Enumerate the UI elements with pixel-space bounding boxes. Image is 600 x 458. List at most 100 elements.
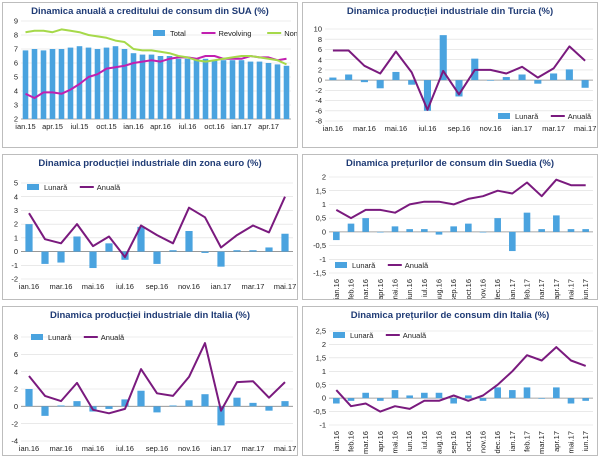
bar — [201, 394, 209, 407]
x-tick-label: ian.16 — [123, 122, 143, 131]
italy-ip-chart: -4 -2 0 2 4 6 8 ian.16 mar.16 mai.16 iul.16 sep.16 n… — [11, 333, 296, 453]
x-tick-label: mai.17 — [574, 124, 597, 133]
x-tick-label: nov.16 — [479, 279, 488, 300]
legend-label: Total — [170, 29, 186, 38]
y-tick-label: -4 — [11, 437, 18, 446]
bar — [406, 395, 413, 399]
bar — [582, 398, 589, 401]
x-tick-label: ian.17 — [508, 431, 517, 451]
legend-label: Lunară — [48, 333, 72, 342]
y-tick-label: 3 — [14, 101, 18, 110]
y-tick-label: 0 — [318, 76, 322, 85]
bar — [345, 74, 353, 81]
bar — [435, 392, 443, 399]
euro-ip-chart: -2 -1 0 1 2 3 4 5 ian.16 mar.16 mai.16 iul.16 sep.16… — [11, 179, 296, 291]
bar — [185, 231, 193, 252]
bar — [185, 400, 193, 407]
y-tick-label: 0,5 — [316, 380, 326, 389]
x-tick-label: mai.16 — [82, 444, 105, 453]
chart-title: Dinamica prețurilor de consum din Suedia… — [346, 158, 554, 169]
legend-swatch — [153, 30, 165, 36]
bar — [57, 251, 65, 263]
y-tick-label: -0,5 — [313, 241, 326, 250]
italy-cpi-chart: -1 -0,5 0 0,5 1 1,5 2 2,5 ian.16 feb.16 mar.16 apr.… — [313, 327, 593, 454]
x-tick-label: sep.16 — [146, 444, 169, 453]
bar — [153, 251, 161, 264]
x-tick-label: apr.17 — [552, 279, 561, 300]
x-tick-label: mar.17 — [537, 431, 546, 454]
x-tick-label: apr.17 — [552, 431, 561, 452]
bar — [523, 387, 531, 399]
x-tick-label: ian.16 — [332, 279, 341, 299]
legend-label: Anuală — [97, 183, 121, 192]
bar — [479, 398, 487, 401]
y-tick-label: -2 — [315, 86, 322, 95]
bar — [274, 64, 281, 119]
legend-swatch — [31, 334, 43, 340]
bar — [333, 231, 340, 241]
x-tick-label: ian.17 — [231, 122, 251, 131]
bar — [94, 49, 101, 119]
x-tick-label: nov.16 — [480, 124, 502, 133]
y-tick-label: 0 — [322, 227, 326, 236]
bar — [73, 401, 81, 407]
y-tick-label: 0,5 — [316, 214, 326, 223]
x-tick-label: iul.16 — [116, 444, 134, 453]
y-tick-label: 2 — [14, 220, 18, 229]
x-tick-label: apr.16 — [150, 122, 171, 131]
bar — [201, 251, 209, 253]
bar — [121, 49, 128, 119]
bar — [256, 61, 263, 119]
y-tick-label: 6 — [14, 59, 18, 68]
bar — [509, 231, 516, 252]
bar — [57, 405, 65, 407]
bar — [553, 215, 560, 232]
x-tick-label: mar.17 — [542, 124, 565, 133]
x-tick-label: oct.16 — [204, 122, 224, 131]
x-tick-label: mai.17 — [567, 279, 576, 300]
bar — [362, 392, 369, 399]
chart-panel-us-credit: Dinamica anuală a creditului de consum d… — [2, 2, 298, 148]
bar — [392, 71, 400, 81]
legend-label: Lunară — [515, 112, 539, 121]
bar — [85, 47, 92, 119]
bar — [281, 233, 289, 252]
x-tick-label: iul.16 — [179, 122, 197, 131]
x-tick-label: mai.16 — [82, 282, 105, 291]
x-tick-label: ian.16 — [19, 282, 39, 291]
bar — [391, 226, 399, 232]
x-tick-label: ian.16 — [323, 124, 343, 133]
x-tick-label: iul.16 — [419, 124, 437, 133]
x-tick-label: oct.16 — [464, 279, 473, 299]
bar — [502, 77, 510, 81]
x-tick-label: feb.17 — [523, 279, 532, 300]
x-tick-label: sep.16 — [146, 282, 169, 291]
legend-label: Lunară — [44, 183, 68, 192]
y-tick-label: 1,5 — [316, 353, 326, 362]
x-tick-label: iul.16 — [420, 279, 429, 297]
bar — [391, 390, 399, 399]
series-line — [335, 346, 587, 413]
bar — [137, 390, 145, 407]
bar — [233, 250, 241, 252]
x-tick-label: nov.16 — [178, 282, 200, 291]
x-tick-label: iun.17 — [581, 431, 590, 451]
bar — [249, 250, 257, 252]
x-tick-label: ian.16 — [332, 431, 341, 451]
bar — [494, 387, 501, 399]
x-tick-label: apr.16 — [376, 279, 385, 300]
legend-label: Revolving — [219, 29, 252, 38]
bar — [376, 80, 384, 89]
y-tick-label: 4 — [14, 192, 18, 201]
y-tick-label: 2 — [14, 385, 18, 394]
legend-label: Anuală — [405, 261, 429, 270]
x-tick-label: iun.17 — [581, 279, 590, 299]
y-tick-label: 2 — [322, 173, 326, 182]
x-tick-label: apr.17 — [258, 122, 279, 131]
chart-title: Dinamica prețurilor de consum din Italia… — [350, 310, 550, 321]
chart-title: Dinamica anuală a creditului de consum d… — [31, 6, 269, 17]
x-tick-label: mar.16 — [361, 279, 370, 300]
legend-label: Lunară — [352, 261, 376, 270]
y-tick-label: -1,5 — [313, 269, 326, 278]
